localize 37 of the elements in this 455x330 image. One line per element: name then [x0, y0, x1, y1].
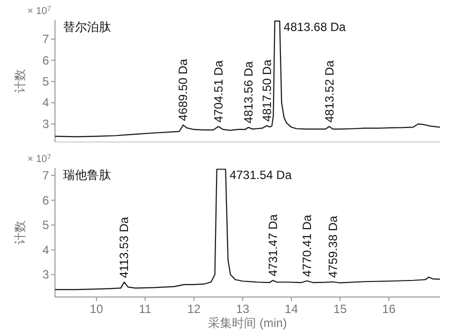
x-axis-title: 采集时间 (min) — [208, 316, 287, 330]
text: × 10$^{7}$ — [27, 6, 52, 17]
text: × 10$^{7}$ — [27, 154, 52, 165]
line-series — [55, 20, 440, 138]
annotation: 4113.53 Da — [117, 216, 132, 278]
x-tick-label: 16 — [382, 302, 396, 316]
x-tick-label: 15 — [333, 302, 348, 316]
y-axis-title: 计数 — [13, 220, 27, 244]
annotation: 4759.38 Da — [326, 215, 340, 278]
annotation: 4813.56 Da — [241, 60, 256, 124]
x-tick-label: 11 — [138, 302, 152, 316]
y-tick-label: 5 — [42, 74, 50, 89]
y-tick-label: 6 — [42, 193, 50, 208]
annotation: 4689.50 Da — [176, 58, 190, 122]
annotation: 4770.41 Da — [300, 214, 314, 277]
chart-title: 瑞他鲁肽 — [63, 168, 111, 182]
y-tick-label: 3 — [42, 268, 50, 282]
chart-title: 替尔泊肽 — [63, 20, 111, 34]
annotation: 4704.51 Da — [211, 60, 226, 123]
y-axis-title: 计数 — [13, 69, 27, 93]
x-tick-label: 14 — [284, 302, 298, 316]
y-tick-label: 5 — [42, 218, 50, 232]
annotation: 4817.50 Da — [260, 59, 274, 122]
annotation: 4813.68 Da — [284, 20, 346, 34]
x-tick-label: 10 — [90, 302, 104, 316]
x-tick-label: 13 — [236, 302, 250, 316]
annotation: 4813.52 Da — [322, 60, 336, 123]
x-tick-label: 12 — [187, 302, 201, 316]
y-tick-label: 6 — [42, 53, 50, 68]
y-tick-label: 4 — [42, 96, 50, 110]
annotation: 4731.54 Da — [230, 168, 292, 182]
y-tick-label: 4 — [42, 242, 50, 257]
y-tick-label: 7 — [42, 32, 50, 46]
annotation: 4731.47 Da — [266, 214, 280, 276]
y-tick-label: 3 — [42, 116, 50, 131]
line-series — [55, 168, 440, 290]
y-tick-label: 7 — [42, 168, 50, 182]
